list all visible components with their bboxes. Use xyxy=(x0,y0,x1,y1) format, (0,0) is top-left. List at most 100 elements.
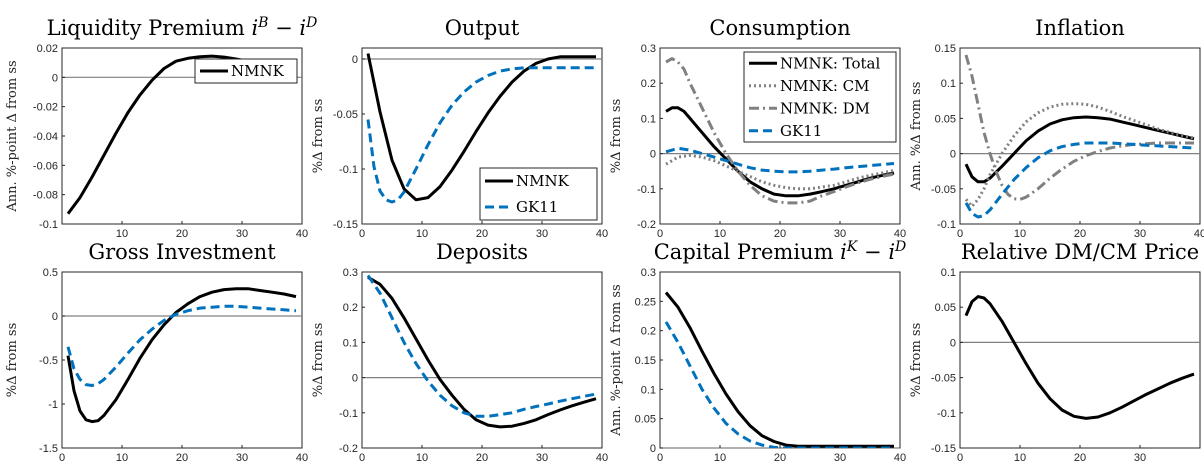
series-line-nmnk-total xyxy=(964,115,1195,184)
legend: NMNK xyxy=(194,58,298,84)
y-tick-label: -0.1 xyxy=(339,408,358,420)
y-tick-label: 0.15 xyxy=(635,355,656,367)
series-line-gk11 xyxy=(366,274,597,418)
y-tick-label: -0.05 xyxy=(333,109,358,121)
x-tick-label: 0 xyxy=(359,228,365,240)
y-tick-label: 0.1 xyxy=(641,384,656,396)
panel-consumption: 0 10 20 30 40 0.3 0.2 0.1 0 -0.1 -0.2 %Δ from ss Con… xyxy=(609,16,906,240)
x-tick-label: 10 xyxy=(116,228,128,240)
y-tick-label: 0.05 xyxy=(935,302,956,314)
series-line-nmnk-cm xyxy=(964,102,1195,208)
legend-entry-label: NMNK: DM xyxy=(780,99,870,117)
series-line-nmnk xyxy=(66,287,297,424)
series-line-gk11 xyxy=(66,304,297,387)
y-tick-label: 0.2 xyxy=(641,78,656,90)
y-axis-label: %Δ from ss xyxy=(311,99,326,174)
y-tick-label: 0.05 xyxy=(935,113,956,125)
x-tick-label: 20 xyxy=(476,228,488,240)
y-tick-label: -0.5 xyxy=(39,355,58,367)
y-tick-label: -0.08 xyxy=(33,190,58,202)
x-tick-label: 20 xyxy=(476,452,488,464)
y-tick-label: -0.04 xyxy=(33,131,58,143)
y-tick-label: 0.3 xyxy=(641,267,656,279)
chart-title: Consumption xyxy=(709,16,850,40)
panel-liquidity-premium-ib-id: 10 20 30 40 0.02 0 -0.02 -0.04 -0.06 -0.08 -0.1 Ann… xyxy=(5,15,317,240)
y-tick-label: 0 xyxy=(352,373,358,385)
x-tick-label: 10 xyxy=(1014,228,1026,240)
y-tick-label: -0.05 xyxy=(931,184,956,196)
series-group xyxy=(366,274,597,429)
x-tick-label: 0 xyxy=(657,228,663,240)
series-group xyxy=(964,54,1195,219)
series-line-gk11 xyxy=(964,141,1195,219)
y-tick-label: -0.1 xyxy=(637,184,656,196)
series-line-nmnk xyxy=(664,291,894,448)
y-axis-label: Ann. %Δ from ss xyxy=(909,82,924,192)
y-tick-label: -0.1 xyxy=(937,408,956,420)
chart-title: Output xyxy=(445,16,520,40)
series-group xyxy=(964,295,1195,420)
y-axis-label: %Δ from ss xyxy=(609,99,624,174)
panel-inflation: 0 10 20 30 40 0.15 0.1 0.05 0 -0.05 -0.1 Ann. %Δ fr… xyxy=(909,16,1204,240)
x-tick-label: 30 xyxy=(536,228,548,240)
y-axis-label: Ann. %-point Δ from ss xyxy=(609,284,624,436)
panel-relative-dm-cm-price: 0 10 20 30 0.1 0.05 0 -0.05 -0.1 -0.15 %Δ from ss R… xyxy=(909,240,1201,464)
axes-frame xyxy=(959,271,1201,449)
x-tick-label: 20 xyxy=(774,228,786,240)
panel-gross-investment: 0 10 20 30 40 0.5 0 -0.5 -1 -1.5 %Δ from ss Gross I… xyxy=(5,240,308,464)
series-line-nmnk xyxy=(964,295,1195,420)
x-tick-label: 0 xyxy=(957,228,963,240)
series-line-gk11 xyxy=(665,146,895,174)
x-tick-label: 40 xyxy=(894,228,906,240)
y-tick-label: 0 xyxy=(52,311,58,323)
x-tick-label: 30 xyxy=(236,228,248,240)
x-tick-label: 30 xyxy=(1134,452,1146,464)
y-tick-label: 0.1 xyxy=(941,267,956,279)
legend: NMNK: Total NMNK: CM NMNK: DM GK11 xyxy=(743,51,897,143)
x-tick-label: 20 xyxy=(1074,452,1086,464)
x-tick-label: 20 xyxy=(176,228,188,240)
y-tick-label: -0.15 xyxy=(931,443,956,455)
x-tick-label: 30 xyxy=(834,452,846,464)
series-line-gk11 xyxy=(366,66,596,204)
legend-entry-label: NMNK xyxy=(516,172,570,190)
x-tick-label: 10 xyxy=(416,228,428,240)
x-tick-label: 40 xyxy=(296,228,308,240)
y-tick-label: 0.5 xyxy=(43,267,58,279)
x-tick-label: 10 xyxy=(116,452,128,464)
chart-title: Relative DM/CM Price xyxy=(961,240,1199,264)
y-tick-label: 0 xyxy=(650,443,656,455)
y-tick-label: 0.25 xyxy=(635,296,656,308)
legend-entry-label: NMNK: CM xyxy=(780,77,869,95)
x-tick-label: 0 xyxy=(359,452,365,464)
panel-deposits: 0 10 20 30 40 0.3 0.2 0.1 0 -0.1 -0.2 %Δ from ss Dep… xyxy=(311,240,608,464)
x-tick-label: 40 xyxy=(1194,228,1204,240)
chart-title: Inflation xyxy=(1035,16,1125,40)
y-tick-label: -0.02 xyxy=(33,102,58,114)
y-tick-label: 0 xyxy=(52,72,58,84)
legend: NMNK GK11 xyxy=(479,167,598,221)
x-tick-label: 20 xyxy=(176,452,188,464)
x-tick-label: 30 xyxy=(236,452,248,464)
x-tick-label: 40 xyxy=(894,452,906,464)
axes-frame xyxy=(959,47,1201,225)
x-tick-label: 40 xyxy=(596,452,608,464)
y-tick-label: 0 xyxy=(950,149,956,161)
y-axis-label: %Δ from ss xyxy=(311,323,326,398)
x-tick-label: 20 xyxy=(774,452,786,464)
y-tick-label: 0.2 xyxy=(343,302,358,314)
x-tick-label: 10 xyxy=(714,452,726,464)
y-axis-label: Ann. %-point Δ from ss xyxy=(5,60,20,212)
chart-title: Gross Investment xyxy=(88,240,276,264)
series-line-nmnk xyxy=(366,53,596,202)
panel-capital-premium-ik-id: 0 10 20 30 40 0.3 0.25 0.2 0.15 0.1 0.05 0 Ann. %-po… xyxy=(609,239,906,464)
y-tick-label: -1.5 xyxy=(39,443,58,455)
series-group xyxy=(366,53,596,204)
series-line-nmnk-cm xyxy=(665,153,895,191)
y-tick-label: 0.05 xyxy=(635,414,656,426)
y-tick-label: -1 xyxy=(48,399,58,411)
y-tick-label: 0.2 xyxy=(641,326,656,338)
y-tick-label: 0.3 xyxy=(343,267,358,279)
y-tick-label: 0 xyxy=(650,149,656,161)
